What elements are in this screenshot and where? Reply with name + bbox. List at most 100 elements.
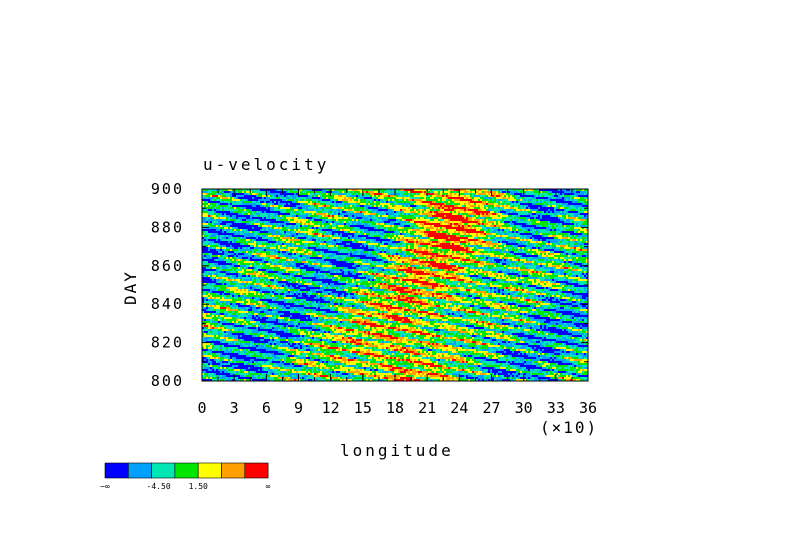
heatmap-cell: [398, 281, 401, 284]
heatmap-cell: [252, 269, 255, 272]
heatmap-cell: [382, 193, 385, 196]
heatmap-cell: [338, 233, 341, 236]
heatmap-cell: [348, 291, 353, 294]
heatmap-cell: [268, 259, 273, 262]
heatmap-cell: [348, 237, 351, 240]
heatmap-cell: [418, 285, 421, 288]
heatmap-cell: [358, 221, 361, 224]
heatmap-cell: [214, 283, 217, 286]
heatmap-cell: [410, 247, 415, 250]
heatmap-cell: [328, 189, 333, 192]
heatmap-cell: [584, 211, 589, 214]
heatmap-cell: [506, 217, 515, 220]
heatmap-cell: [562, 211, 565, 214]
heatmap-cell: [544, 281, 547, 284]
heatmap-cell: [366, 285, 371, 288]
heatmap-cell: [328, 291, 331, 294]
heatmap-cell: [366, 199, 373, 202]
heatmap-cell: [312, 279, 333, 282]
heatmap-cell: [426, 263, 429, 266]
heatmap-cell: [506, 245, 513, 248]
heatmap-cell: [422, 291, 433, 294]
heatmap-cell: [250, 209, 253, 212]
heatmap-cell: [494, 221, 497, 224]
heatmap-cell: [410, 201, 415, 204]
heatmap-cell: [276, 249, 279, 252]
heatmap-cell: [220, 265, 223, 268]
heatmap-cell: [484, 191, 491, 194]
heatmap-cell: [224, 291, 227, 294]
heatmap-cell: [560, 239, 563, 242]
heatmap-cell: [338, 215, 341, 218]
heatmap-cell: [230, 281, 233, 284]
heatmap-cell: [480, 223, 483, 226]
heatmap-cell: [232, 205, 253, 208]
heatmap-cell: [318, 235, 323, 238]
heatmap-cell: [520, 247, 523, 250]
heatmap-cell: [386, 281, 391, 284]
heatmap-cell: [542, 249, 545, 252]
heatmap-cell: [522, 227, 535, 230]
heatmap-cell: [264, 281, 267, 284]
heatmap-cell: [502, 219, 505, 222]
heatmap-cell: [552, 193, 559, 196]
heatmap-cell: [410, 205, 417, 208]
heatmap-cell: [542, 195, 545, 198]
heatmap-cell: [414, 255, 417, 258]
heatmap-cell: [470, 291, 475, 294]
heatmap-cell: [298, 211, 303, 214]
heatmap-cell: [230, 283, 237, 286]
heatmap-cell: [268, 207, 271, 210]
heatmap-cell: [348, 201, 357, 204]
heatmap-cell: [514, 205, 519, 208]
heatmap-cell: [456, 265, 459, 268]
heatmap-cell: [350, 237, 363, 240]
heatmap-cell: [558, 217, 561, 220]
heatmap-cell: [368, 289, 373, 292]
heatmap-cell: [362, 195, 365, 198]
heatmap-cell: [506, 253, 511, 256]
heatmap-cell: [280, 259, 287, 262]
heatmap-cell: [376, 287, 381, 290]
heatmap-cell: [202, 279, 213, 282]
heatmap-cell: [516, 189, 519, 192]
heatmap-cell: [558, 243, 561, 246]
heatmap-cell: [356, 265, 361, 268]
heatmap-cell: [224, 253, 229, 256]
heatmap-cell: [236, 231, 239, 234]
heatmap-cell: [508, 259, 511, 262]
heatmap-cell: [202, 205, 205, 208]
heatmap-cell: [352, 207, 355, 210]
heatmap-cell: [290, 221, 297, 224]
heatmap-cell: [492, 277, 495, 280]
heatmap-cell: [202, 211, 209, 214]
heatmap-cell: [276, 231, 279, 234]
heatmap-cell: [552, 201, 557, 204]
heatmap-cell: [242, 293, 245, 296]
heatmap-cell: [532, 253, 535, 256]
heatmap-cell: [542, 213, 547, 216]
heatmap-cell: [520, 197, 523, 200]
heatmap-cell: [276, 239, 279, 242]
heatmap-cell: [206, 293, 209, 296]
heatmap-cell: [412, 255, 415, 258]
heatmap-cell: [342, 191, 345, 194]
heatmap-cell: [304, 275, 315, 278]
heatmap-cell: [384, 269, 391, 272]
heatmap-cell: [504, 221, 511, 224]
heatmap-cell: [282, 211, 287, 214]
heatmap-cell: [268, 221, 271, 224]
heatmap-cell: [576, 189, 583, 192]
heatmap-cell: [250, 247, 255, 250]
heatmap-cell: [308, 207, 317, 210]
heatmap-cell: [552, 243, 555, 246]
heatmap-cell: [568, 273, 571, 276]
heatmap-cell: [504, 275, 507, 278]
heatmap-cell: [368, 207, 379, 210]
heatmap-cell: [358, 263, 363, 266]
heatmap-cell: [472, 279, 475, 282]
heatmap-cell: [422, 277, 427, 280]
heatmap-cell: [520, 207, 527, 210]
heatmap-cell: [372, 291, 375, 294]
heatmap-cell: [458, 231, 461, 234]
